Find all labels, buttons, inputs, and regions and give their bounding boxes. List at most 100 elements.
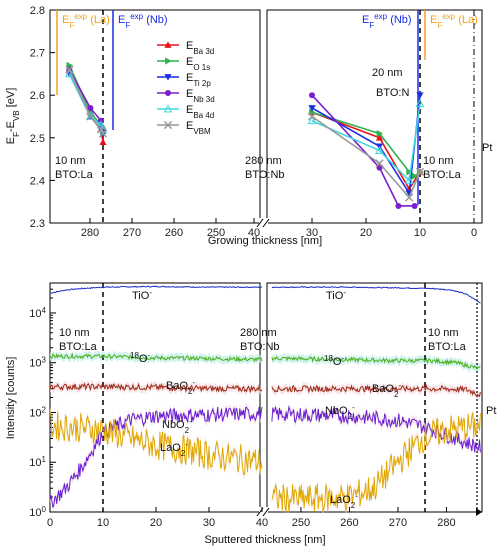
- data-marker: [308, 105, 316, 112]
- bottom-x-axis: 0 10 20 30 40 250 260 270 280: [47, 507, 456, 529]
- data-marker: [165, 90, 171, 96]
- data-marker: [376, 129, 384, 138]
- top-y-tick-label: 2.5: [30, 133, 45, 145]
- data-marker: [96, 120, 106, 129]
- bottom-x-tick-label: 30: [203, 517, 215, 529]
- bottom-y-axis: 100 101 102 103 104: [29, 288, 56, 519]
- bto-n-label: BTO:N: [376, 87, 409, 99]
- bottom-x-tick-label: 260: [340, 517, 358, 529]
- axis-break-top: [256, 218, 270, 228]
- top-x-tick-label: 280: [81, 227, 99, 239]
- bottom-la-left-thickness: 10 nm: [59, 327, 90, 339]
- series-line: [49, 411, 263, 475]
- top-x-tick-label: 0: [471, 227, 477, 239]
- series-tio: [49, 285, 481, 304]
- error-band: [271, 408, 481, 516]
- nbo2-label-right: NbO2-: [325, 403, 355, 421]
- series-line: [68, 69, 104, 130]
- series-bao: [49, 382, 481, 398]
- bottom-x-tick-label: 10: [97, 517, 109, 529]
- series-line: [49, 285, 263, 294]
- bottom-la-left-label: BTO:La: [59, 341, 98, 353]
- data-marker: [309, 92, 315, 99]
- nbo2-label-left: NbO2-: [162, 417, 192, 435]
- data-marker: [309, 108, 316, 116]
- top-y-axis: 2.3 2.4 2.5 2.6 2.7 2.8: [30, 5, 55, 230]
- top-pt-label: Pt: [482, 142, 492, 154]
- top-nb-label: BTO:Nb: [245, 169, 285, 181]
- data-marker: [164, 41, 172, 48]
- top-y-tick-label: 2.8: [30, 5, 45, 17]
- legend-label: ENb 3d: [186, 88, 215, 104]
- legend-entry: ENb 3d: [157, 88, 215, 104]
- bottom-y-tick-label: 103: [29, 355, 46, 370]
- bottom-x-tick-label: 20: [150, 517, 162, 529]
- data-marker: [163, 120, 173, 130]
- data-marker: [99, 138, 107, 145]
- series-line: [49, 352, 263, 363]
- data-marker: [411, 202, 418, 209]
- series-line: [271, 286, 481, 304]
- series-line: [271, 412, 481, 513]
- bto-n-thickness: 20 nm: [372, 67, 403, 79]
- data-marker: [416, 92, 424, 99]
- error-band: [50, 350, 262, 366]
- top-x-tick-label: 30: [306, 227, 318, 239]
- legend-entry: EVBM: [157, 120, 211, 136]
- bottom-pt-label: Pt: [486, 405, 496, 417]
- o18-label-left: 18O-: [130, 351, 150, 366]
- data-marker: [87, 104, 94, 111]
- o18-label-right: 18O-: [324, 354, 344, 369]
- data-marker: [307, 112, 317, 121]
- series-ba-4d: [64, 69, 425, 184]
- bottom-left-frame: [49, 282, 261, 513]
- legend-label: EVBM: [186, 120, 211, 136]
- data-marker: [375, 145, 384, 154]
- top-x-tick-label: 260: [165, 227, 183, 239]
- data-marker: [375, 159, 384, 168]
- series-line: [271, 384, 481, 398]
- data-marker: [395, 202, 402, 209]
- data-marker: [415, 167, 425, 177]
- legend-entry: ETi 2p: [157, 72, 211, 88]
- error-band: [271, 381, 481, 401]
- legend-label: EO 1s: [186, 56, 210, 72]
- tio-label-left: TiO-: [132, 288, 152, 303]
- top-series-group: [64, 61, 425, 209]
- top-x-axis-label: Growing thickness [nm]: [208, 235, 322, 247]
- series-line: [49, 406, 263, 508]
- bottom-y-tick-label: 102: [29, 405, 46, 420]
- top-y-tick-label: 2.6: [30, 90, 45, 102]
- data-marker: [98, 129, 108, 138]
- data-marker: [307, 116, 317, 125]
- data-marker: [164, 74, 172, 81]
- top-y-axis-label: EF-EVB [eV]: [5, 88, 21, 145]
- legend-entry: EBa 4d: [157, 104, 214, 120]
- bottom-right-frame: [266, 282, 483, 513]
- series-vbm: [65, 65, 425, 202]
- data-marker: [405, 193, 414, 202]
- data-marker: [96, 125, 106, 134]
- top-x-tick-label: 10: [414, 227, 426, 239]
- series-line: [311, 103, 421, 183]
- bottom-series-group: [49, 285, 481, 513]
- series-line: [311, 115, 421, 199]
- ef-nb-right-label: EFexp (Nb): [362, 12, 412, 30]
- data-marker: [85, 111, 95, 120]
- top-right-frame: [266, 9, 483, 224]
- ef-nb-left-label: EFexp (Nb): [118, 12, 168, 30]
- top-y-tick-label: 2.4: [30, 175, 45, 187]
- data-marker: [406, 168, 413, 176]
- top-x-axis: 280 270 260 250 40 30 20 10 0: [81, 218, 477, 239]
- bottom-y-axis-label: Intensity [counts]: [5, 357, 17, 440]
- bottom-x-tick-label: 40: [256, 517, 268, 529]
- data-marker: [65, 65, 74, 74]
- data-marker: [86, 112, 95, 121]
- ef-la-left-label: EFexp (La): [62, 12, 110, 30]
- top-x-tick-label: 20: [360, 227, 372, 239]
- tio-label-right: TiO-: [326, 288, 346, 303]
- bottom-la-right-thickness: 10 nm: [428, 327, 459, 339]
- top-la-left-thickness: 10 nm: [55, 155, 86, 167]
- legend-label: EBa 4d: [186, 104, 214, 120]
